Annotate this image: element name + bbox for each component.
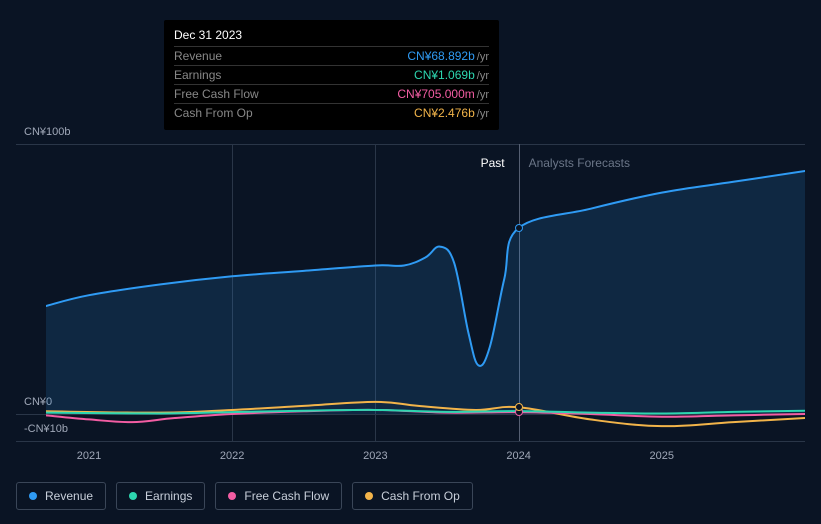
legend-item-fcf[interactable]: Free Cash Flow (215, 482, 342, 510)
tooltip-row-label: Revenue (174, 49, 222, 63)
legend-swatch (228, 492, 236, 500)
legend-item-cashfromop[interactable]: Cash From Op (352, 482, 473, 510)
chart-tooltip: Dec 31 2023 Revenue CN¥68.892b/yr Earnin… (164, 20, 499, 130)
tooltip-row: Cash From Op CN¥2.476b/yr (174, 103, 489, 122)
legend-label: Cash From Op (381, 489, 460, 503)
tooltip-row-value: CN¥68.892b/yr (407, 49, 489, 63)
tooltip-row-label: Earnings (174, 68, 221, 82)
financials-chart[interactable]: CN¥100bCN¥0-CN¥10b Past Analysts Forecas… (16, 126, 805, 441)
tooltip-row: Revenue CN¥68.892b/yr (174, 46, 489, 65)
legend-item-revenue[interactable]: Revenue (16, 482, 106, 510)
tooltip-row-value: CN¥705.000m/yr (397, 87, 489, 101)
x-tick-label: 2024 (506, 450, 530, 462)
tooltip-row-value: CN¥1.069b/yr (414, 68, 489, 82)
tooltip-date: Dec 31 2023 (174, 28, 489, 46)
chart-marker (515, 403, 523, 411)
chart-plot-area (46, 144, 805, 441)
tooltip-row-label: Cash From Op (174, 106, 253, 120)
tooltip-row-value: CN¥2.476b/yr (414, 106, 489, 120)
y-tick-label: CN¥100b (24, 126, 70, 138)
legend-item-earnings[interactable]: Earnings (116, 482, 205, 510)
legend-label: Free Cash Flow (244, 489, 329, 503)
chart-marker (515, 224, 523, 232)
tooltip-row: Free Cash Flow CN¥705.000m/yr (174, 84, 489, 103)
legend-label: Earnings (145, 489, 192, 503)
legend-swatch (29, 492, 37, 500)
legend-label: Revenue (45, 489, 93, 503)
legend-swatch (129, 492, 137, 500)
x-tick-label: 2023 (363, 450, 387, 462)
x-tick-label: 2021 (77, 450, 101, 462)
legend-swatch (365, 492, 373, 500)
x-tick-label: 2025 (650, 450, 674, 462)
tooltip-row-label: Free Cash Flow (174, 87, 259, 101)
chart-legend: Revenue Earnings Free Cash Flow Cash Fro… (16, 482, 473, 510)
tooltip-row: Earnings CN¥1.069b/yr (174, 65, 489, 84)
x-tick-label: 2022 (220, 450, 244, 462)
x-axis: 2021 2022 2023 2024 2025 (46, 450, 805, 470)
